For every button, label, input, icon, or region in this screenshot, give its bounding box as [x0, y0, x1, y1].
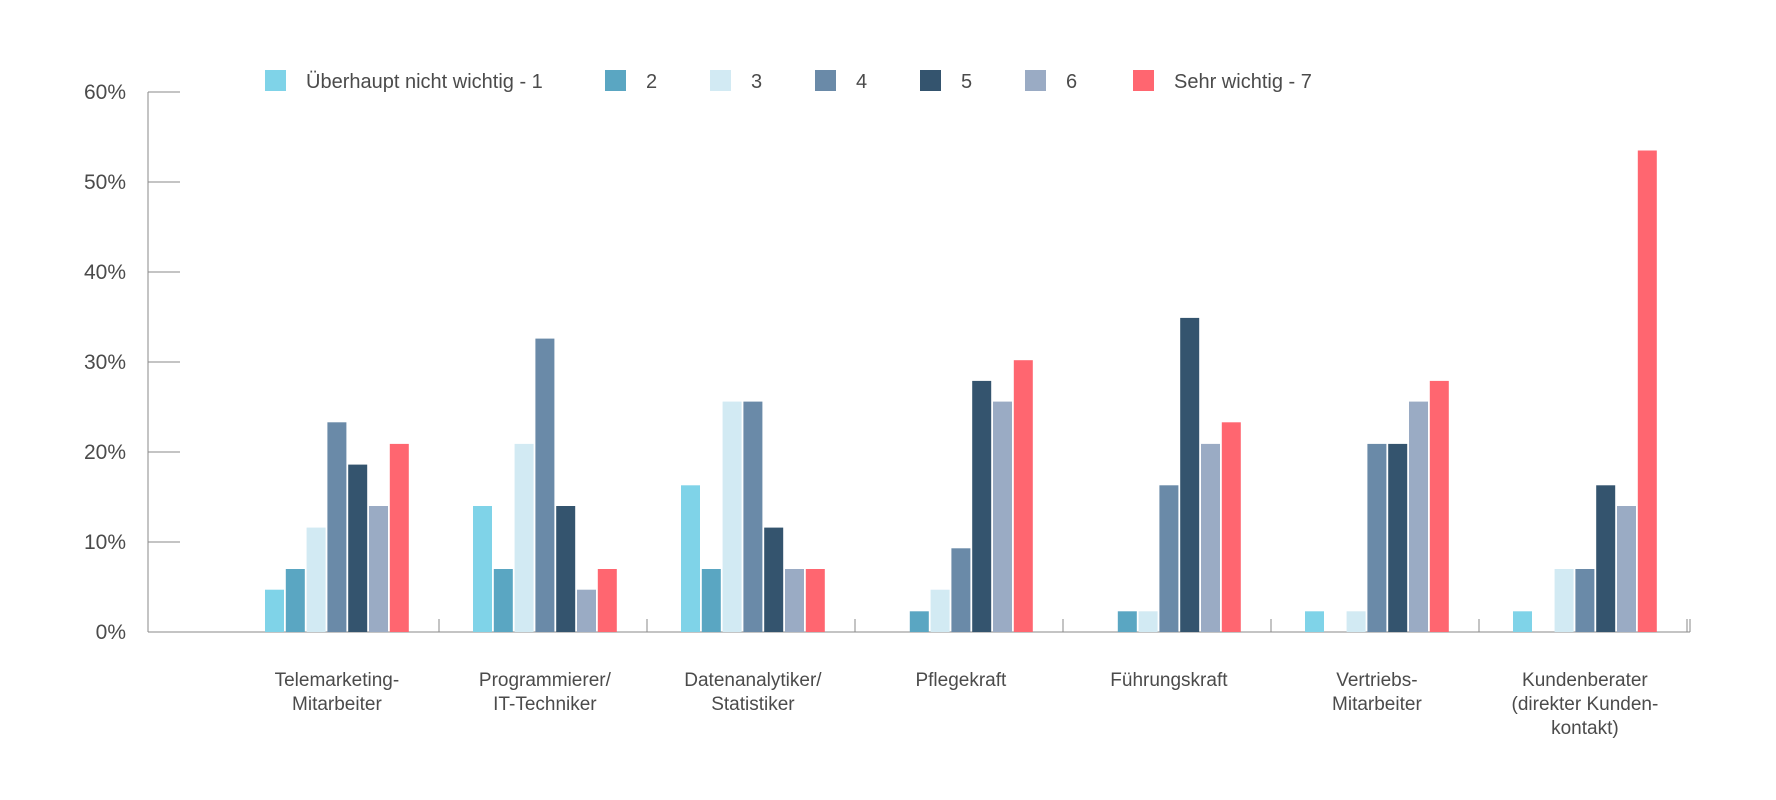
category-group: [265, 422, 409, 632]
bar: [993, 401, 1012, 632]
bar: [1429, 380, 1449, 632]
bar: [909, 611, 929, 632]
bar: [722, 401, 742, 632]
bar: [1180, 317, 1200, 632]
bar: [265, 589, 284, 632]
x-tick-label: Führungskraft: [1110, 670, 1228, 691]
bar: [743, 401, 763, 632]
bar: [1409, 401, 1428, 632]
bar: [389, 443, 409, 632]
legend-item: Überhaupt nicht wichtig - 1: [265, 70, 543, 93]
legend-label: 6: [1066, 71, 1077, 93]
x-axis: Telemarketing-Mitarbeiter Programmierer/I…: [148, 619, 1691, 739]
y-tick-label: 0%: [96, 621, 126, 644]
bar: [764, 527, 784, 632]
bar: [348, 464, 368, 632]
y-tick-label: 60%: [84, 81, 126, 104]
legend-item: 5: [920, 70, 972, 93]
bar: [1346, 611, 1366, 632]
y-axis: 0% 10% 20% 30% 40% 50% 60%: [84, 81, 180, 644]
y-tick-label: 10%: [84, 531, 126, 554]
legend-label: 2: [646, 71, 657, 93]
bar: [1575, 569, 1595, 632]
x-tick-label: Kundenberater (direkter Kunden-kontakt): [1512, 670, 1659, 739]
bar: [951, 548, 971, 632]
bar: [1617, 506, 1636, 632]
bar: [306, 527, 326, 632]
bar: [1159, 485, 1179, 632]
category-group: [1117, 317, 1241, 632]
legend-label: 5: [961, 71, 972, 93]
bar: [930, 589, 950, 632]
x-tick-label: Telemarketing-Mitarbeiter: [275, 670, 400, 715]
legend: Überhaupt nicht wichtig - 1 2 3 4 5 6 Sehr wic…: [265, 70, 1312, 93]
x-tick-label: Vertriebs-Mitarbeiter: [1332, 670, 1422, 715]
bar: [327, 422, 347, 632]
bar: [1221, 422, 1241, 632]
legend-swatch: [815, 70, 836, 91]
legend-label: 4: [856, 71, 867, 93]
bar: [1637, 150, 1657, 632]
bar: [473, 506, 492, 632]
legend-label: 3: [751, 71, 762, 93]
y-tick-label: 30%: [84, 351, 126, 374]
bar: [493, 569, 513, 632]
y-tick-label: 40%: [84, 261, 126, 284]
legend-label: Sehr wichtig - 7: [1174, 71, 1312, 93]
bars: [265, 150, 1657, 632]
legend-swatch: [710, 70, 731, 91]
x-tick-label: Programmierer/IT-Techniker: [479, 670, 612, 715]
category-group: [681, 401, 825, 632]
bar: [1201, 443, 1220, 632]
legend-item: Sehr wichtig - 7: [1133, 70, 1312, 93]
bar: [1513, 611, 1532, 632]
bar: [701, 569, 721, 632]
bar: [1388, 443, 1408, 632]
bar: [1013, 360, 1033, 632]
legend-item: 3: [710, 70, 762, 93]
bar: [805, 569, 825, 632]
bar: [514, 443, 534, 632]
category-group: [1513, 150, 1657, 632]
legend-swatch: [265, 70, 286, 91]
legend-swatch: [605, 70, 626, 91]
x-tick-label: Pflegekraft: [915, 670, 1007, 691]
bar: [535, 338, 555, 632]
bar: [972, 380, 992, 632]
category-group: [473, 338, 617, 632]
y-tick-label: 50%: [84, 171, 126, 194]
bar: [1554, 569, 1574, 632]
y-tick-label: 20%: [84, 441, 126, 464]
legend-swatch: [920, 70, 941, 91]
bar: [597, 569, 617, 632]
bar: [1305, 611, 1324, 632]
category-group: [1305, 380, 1449, 632]
bar: [681, 485, 700, 632]
bar: [556, 506, 576, 632]
bar: [285, 569, 305, 632]
legend-swatch: [1025, 70, 1046, 91]
bar: [577, 589, 596, 632]
legend-item: 6: [1025, 70, 1077, 93]
legend-swatch: [1133, 70, 1154, 91]
bar: [1367, 443, 1387, 632]
bar: [369, 506, 388, 632]
x-tick-label: Datenanalytiker/Statistiker: [684, 670, 822, 715]
category-group: [909, 360, 1033, 632]
bar: [1596, 485, 1616, 632]
legend-item: 2: [605, 70, 657, 93]
bar: [1138, 611, 1158, 632]
bar: [785, 569, 804, 632]
legend-label: Überhaupt nicht wichtig - 1: [306, 71, 543, 93]
legend-item: 4: [815, 70, 867, 93]
bar: [1117, 611, 1137, 632]
